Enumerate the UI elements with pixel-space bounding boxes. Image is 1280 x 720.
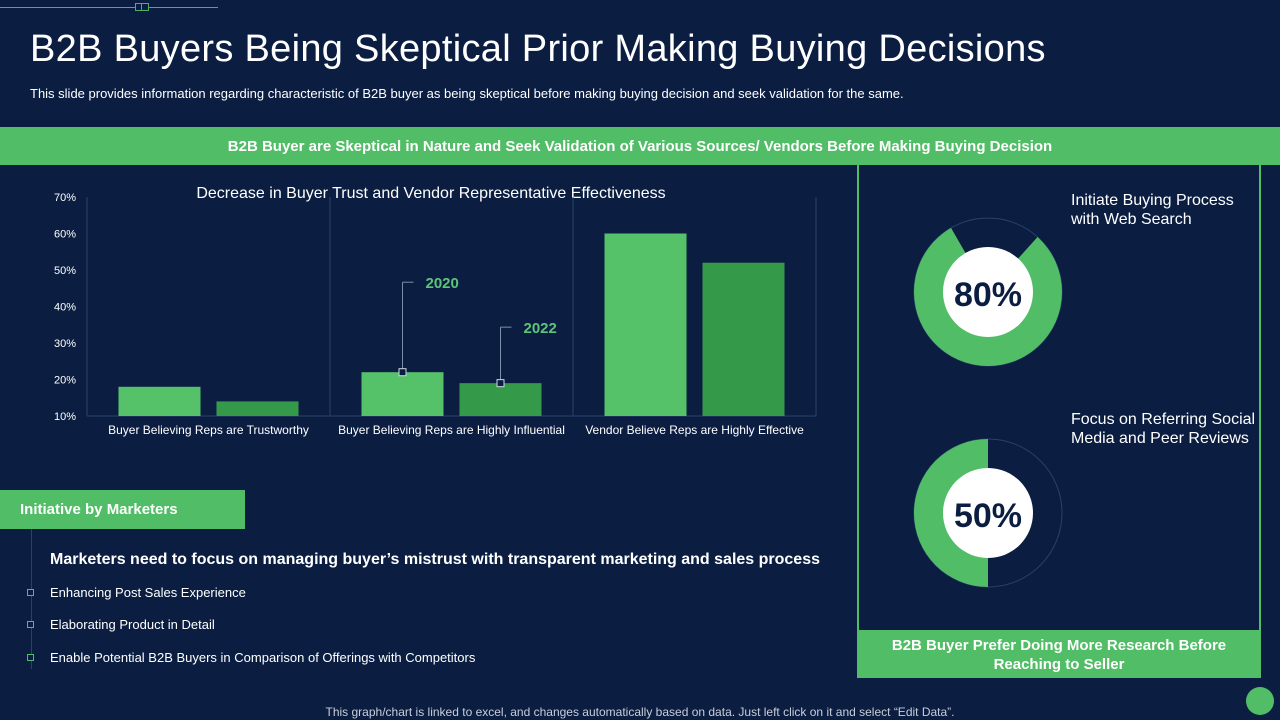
- stat-percent: 50%: [954, 497, 1022, 535]
- x-category-label: Buyer Believing Reps are Highly Influent…: [338, 423, 565, 437]
- stat-label: Focus on Referring Social Media and Peer…: [1071, 411, 1256, 447]
- top-decor-line: [0, 7, 218, 8]
- initiative-item: Elaborating Product in Detail: [50, 617, 215, 632]
- bar-chart[interactable]: Decrease in Buyer Trust and Vendor Repre…: [0, 165, 850, 440]
- y-tick-label: 30%: [54, 338, 76, 350]
- donut-center: [943, 247, 1033, 337]
- research-banner: B2B Buyer Prefer Doing More Research Bef…: [857, 632, 1261, 678]
- y-tick-label: 10%: [54, 411, 76, 423]
- corner-dot: [1246, 687, 1274, 715]
- initiative-tab: Initiative by Marketers: [0, 490, 245, 529]
- y-tick-label: 50%: [54, 265, 76, 277]
- legend-marker: [398, 368, 407, 377]
- chart-title: Decrease in Buyer Trust and Vendor Repre…: [196, 185, 665, 202]
- x-category-label: Buyer Believing Reps are Trustworthy: [108, 423, 309, 437]
- legend-marker: [496, 379, 505, 388]
- donut-charts: 80% 50%: [913, 217, 1063, 588]
- stat-percent: 80%: [954, 276, 1022, 314]
- donut-web-search: 80%: [913, 217, 1063, 367]
- donut-social-media: 50%: [913, 438, 1063, 588]
- y-tick-label: 60%: [54, 229, 76, 241]
- bar-2022: [216, 401, 299, 416]
- donut-center: [943, 468, 1033, 558]
- stats-panel: 80% 50% Initiate Buying Process with Web…: [857, 165, 1261, 632]
- y-tick-label: 40%: [54, 302, 76, 314]
- bar-2020: [361, 372, 444, 416]
- top-banner: B2B Buyer are Skeptical in Nature and Se…: [0, 127, 1280, 165]
- initiative-divider: [31, 529, 32, 669]
- x-category-label: Vendor Believe Reps are Highly Effective: [585, 423, 804, 437]
- y-tick-label: 70%: [54, 192, 76, 204]
- stat-label: Initiate Buying Process with Web Search: [1071, 192, 1234, 228]
- y-tick-label: 20%: [54, 375, 76, 387]
- bar-2022: [459, 383, 542, 416]
- legend-label: 2022: [524, 320, 557, 337]
- bullet-icon: [27, 654, 34, 661]
- bullet-icon: [27, 621, 34, 628]
- page-subtitle: This slide provides information regardin…: [30, 86, 904, 101]
- bar-2022: [702, 262, 785, 416]
- bar-2020: [118, 386, 201, 416]
- top-decor-box: [135, 3, 149, 11]
- initiative-heading: Marketers need to focus on managing buye…: [50, 551, 820, 568]
- footer-note: This graph/chart is linked to excel, and…: [325, 705, 955, 719]
- initiative-item: Enhancing Post Sales Experience: [50, 585, 246, 600]
- bar-2020: [604, 233, 687, 416]
- page-title: B2B Buyers Being Skeptical Prior Making …: [30, 28, 1046, 70]
- bullet-icon: [27, 589, 34, 596]
- initiative-item: Enable Potential B2B Buyers in Compariso…: [50, 650, 476, 665]
- legend-label: 2020: [426, 275, 459, 292]
